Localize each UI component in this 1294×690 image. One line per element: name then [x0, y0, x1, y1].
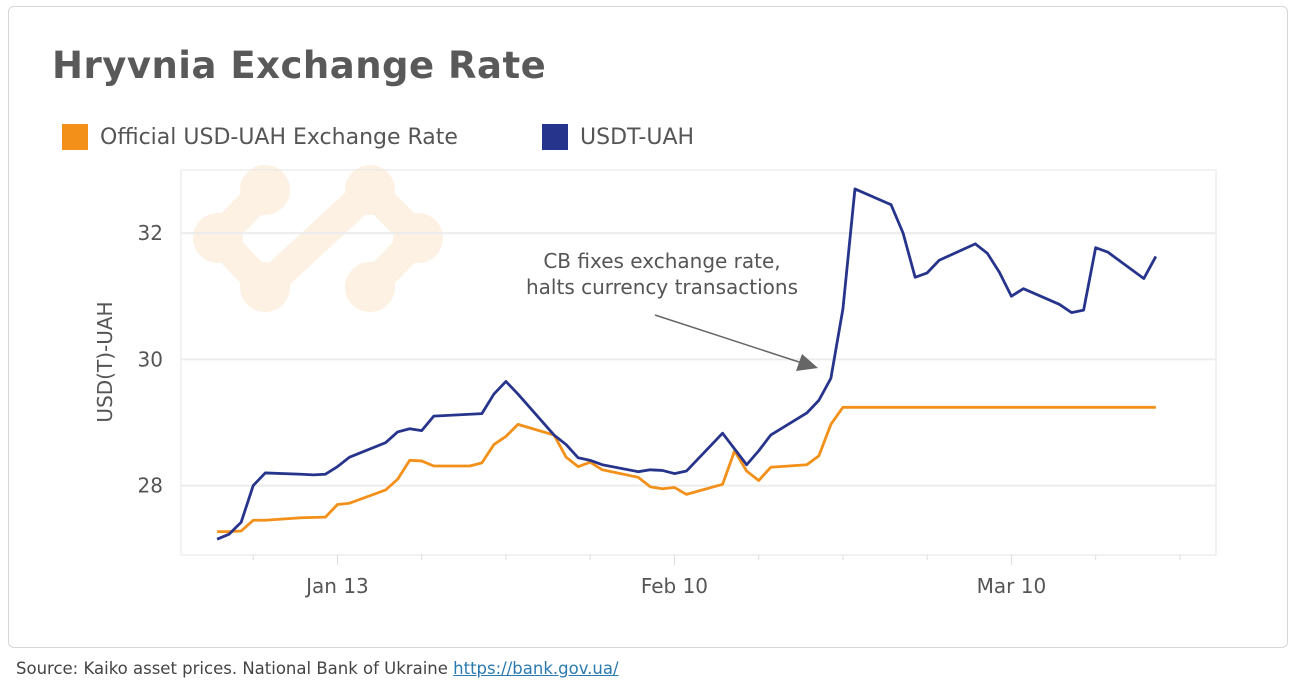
legend-item-usdt: USDT-UAH: [542, 124, 694, 150]
source-text: Source: Kaiko asset prices. National Ban…: [16, 659, 454, 678]
series-line-official: [217, 405, 1156, 534]
y-tick-label: 32: [138, 221, 163, 245]
annotation-line-1: CB fixes exchange rate,: [543, 249, 780, 273]
legend-swatch: [62, 124, 88, 150]
chart-title: Hryvnia Exchange Rate: [52, 44, 547, 87]
annotation-line-2: halts currency transactions: [526, 275, 798, 299]
legend-label: Official USD-UAH Exchange Rate: [100, 124, 458, 150]
x-tick-label: Feb 10: [641, 574, 708, 598]
y-axis-label: USD(T)-UAH: [93, 301, 117, 422]
legend-item-official: Official USD-UAH Exchange Rate: [62, 124, 458, 150]
x-tick-label: Mar 10: [977, 574, 1047, 598]
legend-label: USDT-UAH: [580, 124, 695, 150]
legend-swatch: [542, 124, 568, 150]
source-footer: Source: Kaiko asset prices. National Ban…: [16, 659, 619, 678]
y-tick-label: 28: [138, 474, 163, 498]
source-link[interactable]: https://bank.gov.ua/: [453, 659, 619, 678]
y-tick-label: 30: [138, 347, 163, 371]
series-line-usdt: [216, 187, 1158, 541]
x-tick-label: Jan 13: [304, 574, 369, 598]
watermark-logo: [193, 165, 443, 312]
chart-card: [8, 6, 1288, 648]
plot-area: [180, 169, 1217, 556]
annotation-arrow: [654, 314, 818, 371]
